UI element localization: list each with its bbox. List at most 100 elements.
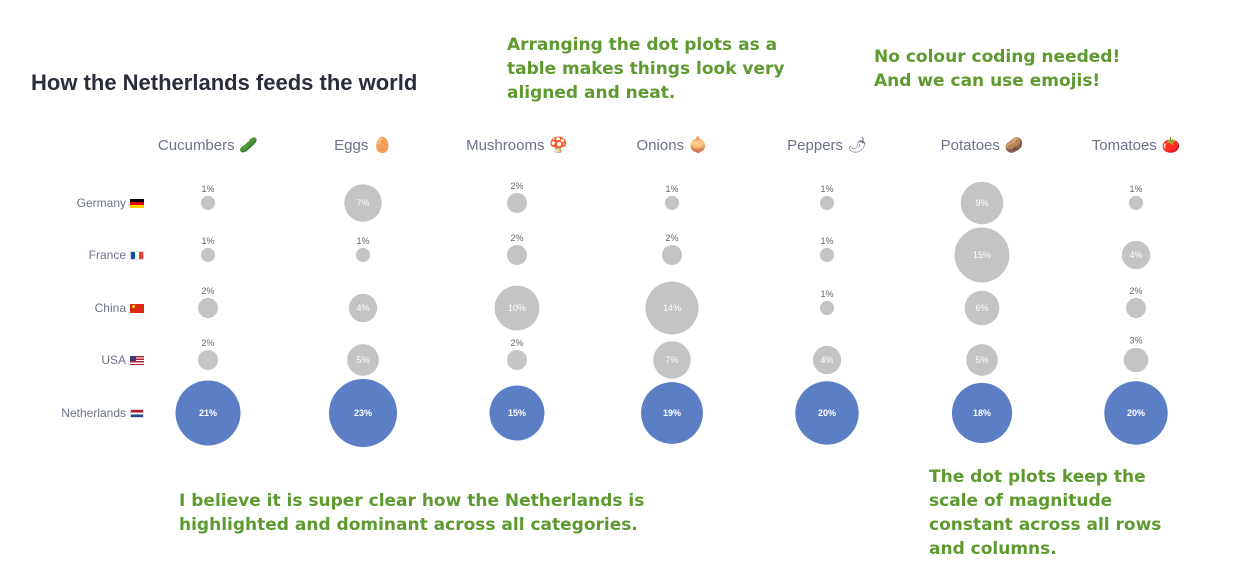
value-label-china-eggs: 4%: [356, 303, 369, 313]
dot-china-potatoes: [964, 290, 1000, 326]
chart-title: How the Netherlands feeds the world: [31, 70, 418, 95]
dot-netherlands-tomatoes: [1104, 381, 1168, 445]
potatoes-emoji-icon: 🥔: [999, 136, 1024, 154]
value-label-usa-tomatoes: 3%: [1129, 336, 1142, 346]
dot-germany-tomatoes: [1128, 195, 1144, 211]
dot-france-peppers: [819, 247, 835, 263]
row-label-netherlands: Netherlands: [61, 406, 144, 420]
column-header-cucumbers: Cucumbers 🥒: [157, 136, 259, 154]
dot-china-peppers: [819, 300, 835, 316]
value-label-germany-potatoes: 9%: [975, 198, 988, 208]
dot-china-mushrooms: [494, 285, 540, 331]
dot-france-tomatoes: [1121, 240, 1151, 270]
dot-china-cucumbers: [197, 297, 219, 319]
value-label-france-peppers: 1%: [820, 236, 833, 246]
dot-usa-potatoes: [966, 344, 998, 376]
annotation-highlight: I believe it is super clear how the Neth…: [179, 491, 645, 535]
annotation-emoji: No colour coding needed! And we can use …: [874, 47, 1121, 91]
annotation-aligned: Arranging the dot plots as a table makes…: [507, 35, 785, 103]
dot-china-eggs: [348, 293, 378, 323]
dot-usa-peppers: [812, 345, 842, 375]
column-header-peppers: Peppers 🌶: [787, 136, 867, 154]
column-header-eggs: Eggs 🥚: [334, 136, 392, 154]
value-label-france-eggs: 1%: [356, 236, 369, 246]
dot-germany-peppers: [819, 195, 835, 211]
value-label-usa-mushrooms: 2%: [510, 338, 523, 348]
dot-germany-onions: [664, 195, 680, 211]
value-label-usa-cucumbers: 2%: [201, 338, 214, 348]
dot-france-onions: [661, 244, 683, 266]
france-flag-icon: [130, 251, 144, 261]
dot-france-cucumbers: [200, 247, 216, 263]
dot-usa-tomatoes: [1123, 347, 1149, 373]
value-label-netherlands-eggs: 23%: [354, 408, 372, 418]
column-header-tomatoes: Tomatoes 🍅: [1091, 136, 1181, 154]
peppers-emoji-icon: 🌶: [843, 136, 867, 154]
tomatoes-emoji-icon: 🍅: [1156, 136, 1181, 154]
dot-usa-onions: [653, 341, 691, 379]
row-label-germany: Germany: [77, 196, 144, 210]
value-label-netherlands-peppers: 20%: [818, 408, 836, 418]
germany-flag-icon: [130, 199, 144, 209]
dot-netherlands-mushrooms: [489, 385, 545, 441]
dot-germany-eggs: [344, 184, 382, 222]
dot-china-tomatoes: [1125, 297, 1147, 319]
dot-usa-eggs: [347, 344, 379, 376]
dot-netherlands-peppers: [795, 381, 859, 445]
value-label-germany-tomatoes: 1%: [1129, 184, 1142, 194]
cucumbers-emoji-icon: 🥒: [234, 136, 259, 154]
dot-germany-potatoes: [960, 181, 1004, 225]
annotation-scale: The dot plots keep the scale of magnitud…: [929, 467, 1162, 559]
eggs-emoji-icon: 🥚: [368, 136, 392, 154]
dot-netherlands-onions: [641, 382, 703, 444]
column-header-onions: Onions 🧅: [636, 136, 708, 154]
value-label-usa-onions: 7%: [665, 355, 678, 365]
value-label-netherlands-cucumbers: 21%: [199, 408, 217, 418]
column-header-potatoes: Potatoes 🥔: [940, 136, 1024, 154]
value-label-china-cucumbers: 2%: [201, 286, 214, 296]
row-label-france: France: [89, 248, 144, 262]
value-label-china-mushrooms: 10%: [508, 303, 526, 313]
dot-usa-mushrooms: [506, 349, 528, 371]
value-label-usa-peppers: 4%: [820, 355, 833, 365]
row-label-usa: USA: [101, 353, 144, 367]
value-label-usa-eggs: 5%: [356, 355, 369, 365]
onions-emoji-icon: 🧅: [684, 136, 708, 154]
value-label-france-tomatoes: 4%: [1129, 250, 1142, 260]
value-label-germany-cucumbers: 1%: [201, 184, 214, 194]
dot-usa-cucumbers: [197, 349, 219, 371]
value-label-china-tomatoes: 2%: [1129, 286, 1142, 296]
value-label-netherlands-mushrooms: 15%: [508, 408, 526, 418]
dot-netherlands-eggs: [329, 379, 397, 447]
value-label-france-mushrooms: 2%: [510, 233, 523, 243]
column-header-mushrooms: Mushrooms 🍄: [466, 136, 568, 154]
value-label-china-onions: 14%: [663, 303, 681, 313]
china-flag-icon: [130, 304, 144, 314]
usa-flag-icon: [130, 356, 144, 366]
dot-netherlands-cucumbers: [175, 380, 241, 446]
value-label-germany-onions: 1%: [665, 184, 678, 194]
netherlands-flag-icon: [130, 409, 144, 419]
value-label-germany-peppers: 1%: [820, 184, 833, 194]
value-label-netherlands-onions: 19%: [663, 408, 681, 418]
value-label-france-cucumbers: 1%: [201, 236, 214, 246]
dot-germany-cucumbers: [200, 195, 216, 211]
value-label-usa-potatoes: 5%: [975, 355, 988, 365]
dot-france-potatoes: [954, 227, 1010, 283]
dot-netherlands-potatoes: [951, 382, 1013, 444]
value-label-netherlands-potatoes: 18%: [973, 408, 991, 418]
dot-france-eggs: [355, 247, 371, 263]
mushrooms-emoji-icon: 🍄: [544, 136, 568, 154]
dot-germany-mushrooms: [506, 192, 528, 214]
dot-france-mushrooms: [506, 244, 528, 266]
row-label-china: China: [95, 301, 144, 315]
value-label-france-onions: 2%: [665, 233, 678, 243]
value-label-netherlands-tomatoes: 20%: [1127, 408, 1145, 418]
value-label-china-peppers: 1%: [820, 289, 833, 299]
dot-china-onions: [645, 281, 699, 335]
value-label-germany-mushrooms: 2%: [510, 181, 523, 191]
value-label-germany-eggs: 7%: [356, 198, 369, 208]
value-label-china-potatoes: 6%: [975, 303, 988, 313]
value-label-france-potatoes: 15%: [973, 250, 991, 260]
